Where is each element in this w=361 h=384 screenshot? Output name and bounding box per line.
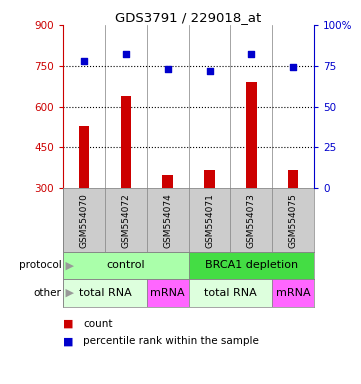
Bar	[63, 279, 147, 307]
Bar	[188, 279, 272, 307]
Bar	[204, 170, 215, 188]
Point	[290, 64, 296, 71]
Text: BRCA1 depletion: BRCA1 depletion	[205, 260, 298, 270]
Text: ▶: ▶	[62, 288, 74, 298]
Bar	[188, 252, 314, 279]
Text: other: other	[34, 288, 61, 298]
Text: ▶: ▶	[62, 260, 74, 270]
Title: GDS3791 / 229018_at: GDS3791 / 229018_at	[116, 11, 262, 24]
Text: GSM554073: GSM554073	[247, 193, 256, 248]
Point	[81, 58, 87, 64]
Point	[206, 68, 212, 74]
Text: total RNA: total RNA	[204, 288, 257, 298]
Text: GSM554075: GSM554075	[289, 193, 298, 248]
Text: GSM554074: GSM554074	[163, 193, 172, 248]
Bar	[121, 96, 131, 188]
Bar	[147, 279, 188, 307]
Text: mRNA: mRNA	[151, 288, 185, 298]
Text: percentile rank within the sample: percentile rank within the sample	[83, 336, 259, 346]
Text: ■: ■	[63, 319, 77, 329]
Text: GSM554071: GSM554071	[205, 193, 214, 248]
Text: protocol: protocol	[19, 260, 61, 270]
Text: GSM554072: GSM554072	[121, 193, 130, 248]
Text: GSM554070: GSM554070	[79, 193, 88, 248]
Text: control: control	[106, 260, 145, 270]
Bar	[288, 170, 299, 188]
Text: total RNA: total RNA	[79, 288, 131, 298]
Point	[248, 51, 254, 58]
Bar	[162, 175, 173, 188]
Text: ■: ■	[63, 336, 77, 346]
Bar	[63, 252, 188, 279]
Point	[165, 66, 171, 72]
Text: count: count	[83, 319, 113, 329]
Text: mRNA: mRNA	[276, 288, 310, 298]
Bar	[246, 82, 257, 188]
Point	[123, 51, 129, 58]
Bar	[272, 279, 314, 307]
Bar	[79, 126, 89, 188]
